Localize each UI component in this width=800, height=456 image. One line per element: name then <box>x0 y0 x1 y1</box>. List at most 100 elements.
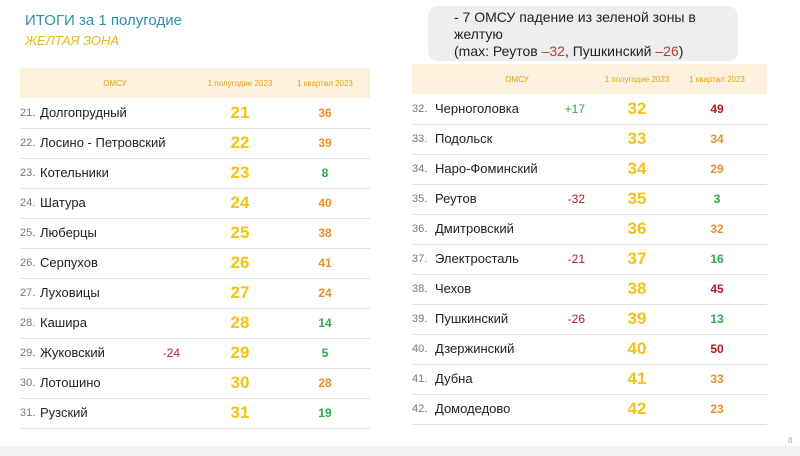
table-row: 28. Кашира 28 14 <box>20 308 370 339</box>
row-q1-rank: 29 <box>710 162 724 176</box>
table-row: 31. Рузский 31 19 <box>20 398 370 429</box>
table-row: 36. Дмитровский 36 32 <box>412 214 767 245</box>
row-h1-rank: 39 <box>627 309 647 328</box>
table-row: 39. Пушкинский -26 39 13 <box>412 304 767 335</box>
row-delta <box>140 128 180 158</box>
row-q1-rank: 13 <box>710 312 724 326</box>
row-delta <box>545 214 585 244</box>
row-delta <box>140 278 180 308</box>
row-omsu-name: Подольск <box>435 131 493 146</box>
header-q1: 1 квартал 2023 <box>297 78 353 88</box>
row-delta: -26 <box>567 312 585 326</box>
row-h1-rank: 21 <box>230 103 250 122</box>
table-row: 40. Дзержинский 40 50 <box>412 334 767 365</box>
row-delta <box>140 158 180 188</box>
table-row: 26. Серпухов 26 41 <box>20 248 370 279</box>
row-number: 22. <box>20 137 36 149</box>
header-omsu: ОМСУ <box>505 74 529 84</box>
row-delta <box>545 274 585 304</box>
slide-title: ИТОГИ за 1 полугодие <box>25 12 182 29</box>
row-q1-rank: 40 <box>318 196 332 210</box>
table-row: 41. Дубна 41 33 <box>412 364 767 395</box>
row-h1-rank: 22 <box>230 133 250 152</box>
row-number: 29. <box>20 347 36 359</box>
row-h1-rank: 24 <box>230 193 250 212</box>
row-omsu-name: Серпухов <box>40 255 98 270</box>
row-q1-rank: 36 <box>318 106 332 120</box>
note-text: , Пушкинский <box>564 43 656 59</box>
row-omsu-name: Дмитровский <box>435 221 514 236</box>
row-omsu-name: Электросталь <box>435 251 519 266</box>
row-q1-rank: 19 <box>318 406 332 420</box>
row-omsu-name: Луховицы <box>40 285 100 300</box>
note-line-3: (max: Реутов –32, Пушкинский –26) <box>454 43 728 60</box>
row-q1-rank: 45 <box>710 282 724 296</box>
note-text: (max: Реутов <box>454 43 542 59</box>
row-h1-rank: 35 <box>627 189 647 208</box>
row-q1-rank: 49 <box>710 102 724 116</box>
row-number: 34. <box>412 163 428 175</box>
row-h1-rank: 32 <box>627 99 647 118</box>
table-row: 34. Наро-Фоминский 34 29 <box>412 154 767 185</box>
row-number: 27. <box>20 287 36 299</box>
row-q1-rank: 23 <box>710 402 724 416</box>
row-h1-rank: 36 <box>627 219 647 238</box>
table-row: 32. Черноголовка +17 32 49 <box>412 94 767 125</box>
row-h1-rank: 28 <box>230 313 250 332</box>
row-q1-rank: 5 <box>321 346 329 360</box>
table-row: 23. Котельники 23 8 <box>20 158 370 189</box>
row-q1-rank: 8 <box>321 166 329 180</box>
table-row: 22. Лосино - Петровский 22 39 <box>20 128 370 159</box>
row-delta <box>545 124 585 154</box>
row-omsu-name: Наро-Фоминский <box>435 161 538 176</box>
row-q1-rank: 32 <box>710 222 724 236</box>
row-delta <box>545 334 585 364</box>
row-omsu-name: Лотошино <box>40 375 101 390</box>
table-row: 29. Жуковский -24 29 5 <box>20 338 370 369</box>
row-h1-rank: 33 <box>627 129 647 148</box>
row-q1-rank: 34 <box>710 132 724 146</box>
row-number: 42. <box>412 403 428 415</box>
row-number: 39. <box>412 313 428 325</box>
row-number: 41. <box>412 373 428 385</box>
table-row: 35. Реутов -32 35 3 <box>412 184 767 215</box>
row-omsu-name: Кашира <box>40 315 87 330</box>
row-omsu-name: Долгопрудный <box>40 105 127 120</box>
row-number: 26. <box>20 257 36 269</box>
row-q1-rank: 39 <box>318 136 332 150</box>
row-number: 30. <box>20 377 36 389</box>
row-h1-rank: 38 <box>627 279 647 298</box>
note-value: –26 <box>655 43 679 59</box>
row-q1-rank: 16 <box>710 252 724 266</box>
page-number: 8 <box>788 436 793 445</box>
row-number: 36. <box>412 223 428 235</box>
row-h1-rank: 34 <box>627 159 647 178</box>
row-number: 37. <box>412 253 428 265</box>
row-delta: -21 <box>567 252 585 266</box>
row-h1-rank: 31 <box>230 403 250 422</box>
note-value: –32 <box>541 43 565 59</box>
header-h1: 1 полугодие 2023 <box>604 74 670 84</box>
row-number: 31. <box>20 407 36 419</box>
row-omsu-name: Дубна <box>435 371 473 386</box>
row-h1-rank: 40 <box>627 339 647 358</box>
note-text: ) <box>678 43 684 59</box>
table-header: ОМСУ 1 полугодие 2023 1 квартал 2023 <box>20 68 370 98</box>
header-h1: 1 полугодие 2023 <box>207 78 273 88</box>
row-q1-rank: 24 <box>318 286 332 300</box>
row-h1-rank: 26 <box>230 253 250 272</box>
table-row: 37. Электросталь -21 37 16 <box>412 244 767 275</box>
row-number: 23. <box>20 167 36 179</box>
row-number: 33. <box>412 133 428 145</box>
row-omsu-name: Реутов <box>435 191 477 206</box>
row-omsu-name: Шатура <box>40 195 86 210</box>
row-number: 25. <box>20 227 36 239</box>
row-h1-rank: 27 <box>230 283 250 302</box>
row-delta <box>140 308 180 338</box>
slide-subtitle: ЖЕЛТАЯ ЗОНА <box>25 33 120 48</box>
table-header: ОМСУ 1 полугодие 2023 1 квартал 2023 <box>412 64 767 94</box>
row-omsu-name: Рузский <box>40 405 88 420</box>
note-box: - 7 ОМСУ падение из зеленой зоны в желту… <box>428 6 738 61</box>
row-h1-rank: 25 <box>230 223 250 242</box>
